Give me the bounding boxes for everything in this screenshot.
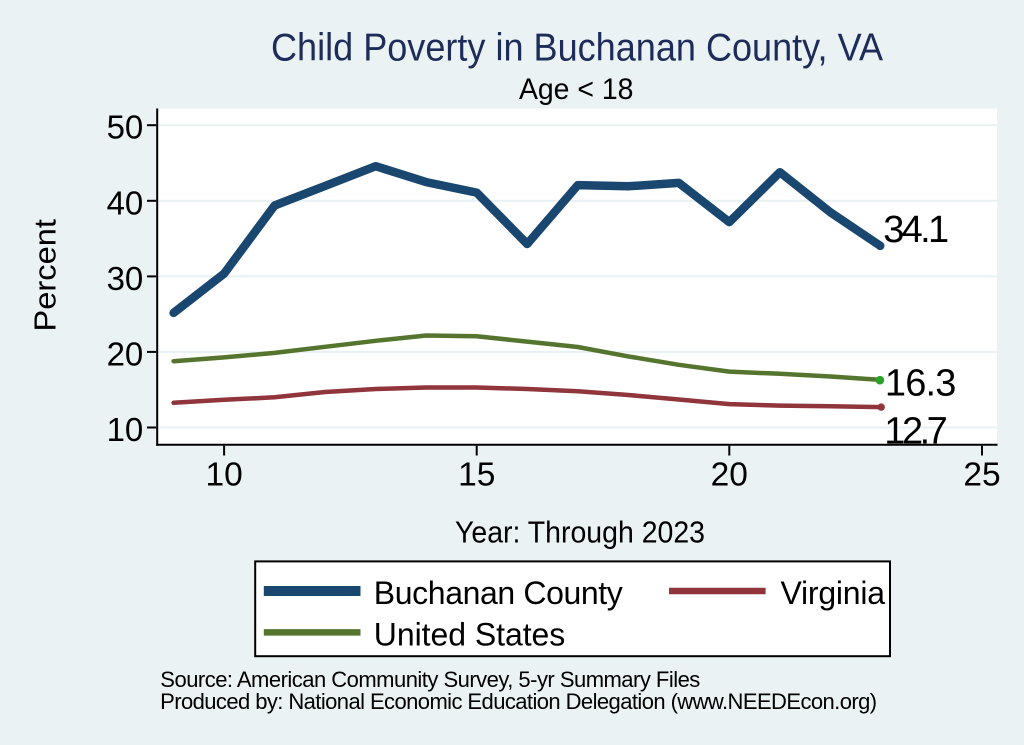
svg-text:15: 15 bbox=[458, 457, 495, 494]
svg-text:Buchanan County: Buchanan County bbox=[374, 575, 623, 611]
svg-text:10: 10 bbox=[205, 457, 242, 494]
svg-text:Year: Through 2023: Year: Through 2023 bbox=[455, 514, 705, 549]
svg-text:25: 25 bbox=[963, 457, 1000, 494]
svg-text:Source: American Community Sur: Source: American Community Survey, 5-yr … bbox=[160, 667, 700, 692]
svg-text:20: 20 bbox=[107, 335, 144, 372]
svg-text:20: 20 bbox=[711, 457, 748, 494]
svg-text:Age < 18: Age < 18 bbox=[519, 73, 634, 106]
svg-text:50: 50 bbox=[107, 109, 144, 146]
svg-text:Percent: Percent bbox=[27, 219, 62, 332]
svg-text:Produced by: National Economic: Produced by: National Economic Education… bbox=[160, 689, 877, 714]
svg-text:40: 40 bbox=[107, 184, 144, 221]
svg-text:12.7: 12.7 bbox=[884, 410, 948, 452]
svg-text:10: 10 bbox=[107, 411, 144, 448]
svg-text:United States: United States bbox=[374, 616, 566, 652]
svg-text:34.1: 34.1 bbox=[883, 209, 949, 251]
svg-text:Virginia: Virginia bbox=[781, 575, 886, 611]
svg-text:16.3: 16.3 bbox=[885, 363, 957, 405]
svg-text:Child Poverty in Buchanan Coun: Child Poverty in Buchanan County, VA bbox=[271, 26, 883, 69]
svg-text:30: 30 bbox=[107, 260, 144, 297]
